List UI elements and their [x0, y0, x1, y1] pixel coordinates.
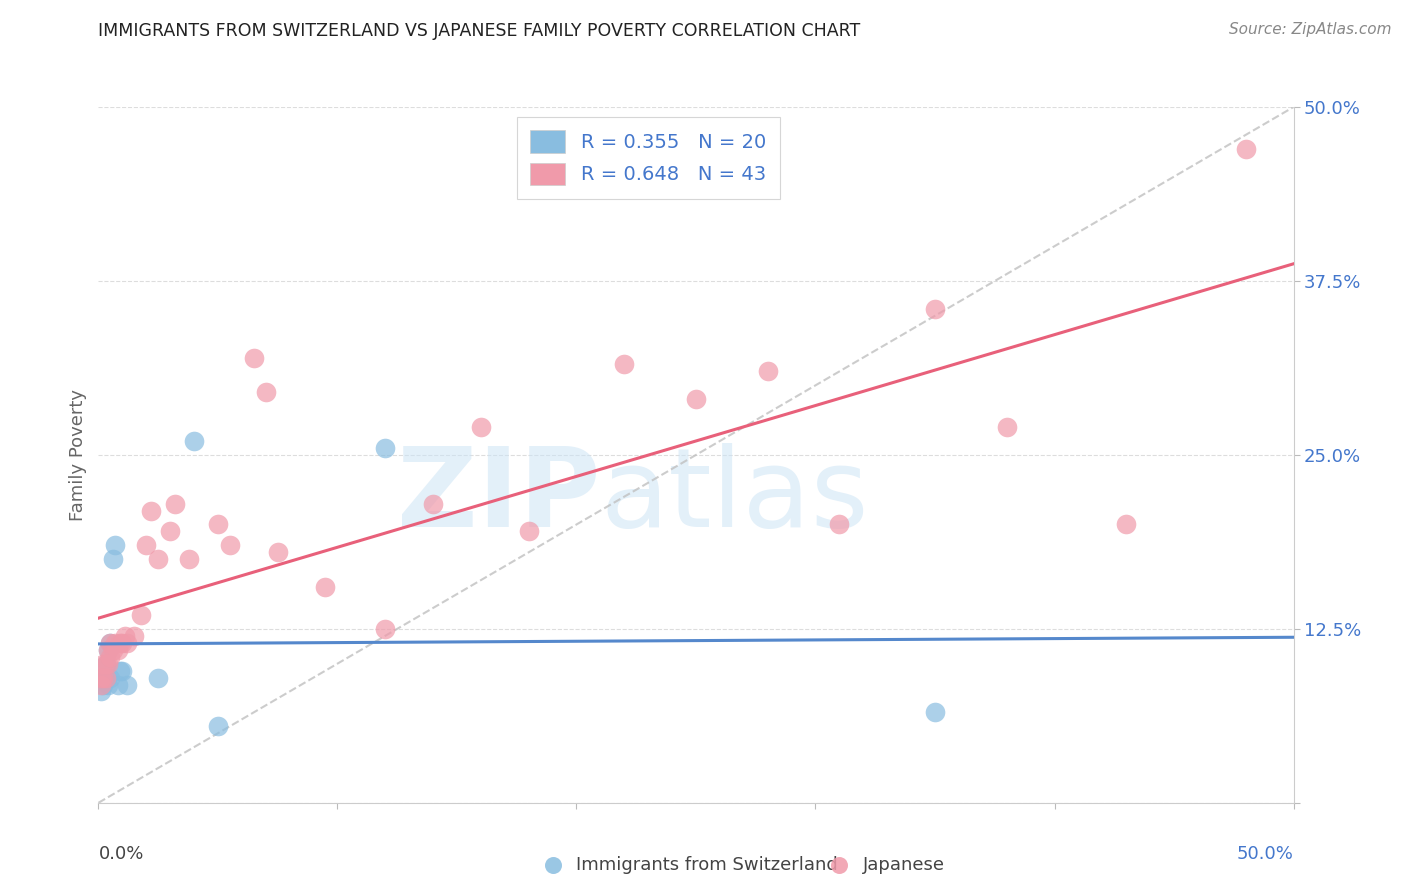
Point — [267, 545, 290, 559]
Point — [422, 497, 444, 511]
Point — [254, 385, 277, 400]
Point — [94, 671, 117, 685]
Point — [135, 538, 157, 552]
Text: 50.0%: 50.0% — [1237, 845, 1294, 863]
Point — [94, 657, 117, 671]
Point — [91, 677, 114, 691]
Point — [828, 517, 851, 532]
Y-axis label: Family Poverty: Family Poverty — [69, 389, 87, 521]
Text: atlas: atlas — [600, 443, 869, 550]
Point — [517, 524, 540, 539]
Point — [179, 552, 201, 566]
Point — [924, 706, 946, 720]
Point — [115, 677, 138, 691]
Point — [108, 664, 131, 678]
Point — [107, 677, 129, 691]
Point — [94, 671, 117, 685]
Point — [374, 622, 396, 636]
Text: Japanese: Japanese — [863, 856, 945, 874]
Point — [1234, 142, 1257, 156]
Point — [374, 441, 396, 455]
Point — [756, 364, 779, 378]
Point — [470, 420, 492, 434]
Point — [108, 636, 131, 650]
Point — [107, 642, 129, 657]
Point — [90, 677, 112, 691]
Point — [148, 552, 170, 566]
Point — [94, 657, 117, 671]
Point — [207, 719, 229, 733]
Point — [98, 649, 122, 664]
Point — [163, 497, 186, 511]
Point — [97, 642, 120, 657]
Point — [183, 434, 205, 448]
Text: IMMIGRANTS FROM SWITZERLAND VS JAPANESE FAMILY POVERTY CORRELATION CHART: IMMIGRANTS FROM SWITZERLAND VS JAPANESE … — [98, 22, 860, 40]
Point — [98, 671, 122, 685]
Point — [1115, 517, 1137, 532]
Point — [613, 358, 636, 372]
Point — [98, 636, 122, 650]
Point — [115, 636, 138, 650]
Legend: R = 0.355   N = 20, R = 0.648   N = 43: R = 0.355 N = 20, R = 0.648 N = 43 — [516, 117, 780, 199]
Point — [315, 580, 337, 594]
Point — [90, 684, 112, 698]
Point — [98, 636, 122, 650]
Text: 0.0%: 0.0% — [98, 845, 143, 863]
Point — [97, 642, 120, 657]
Point — [139, 503, 162, 517]
Point — [91, 671, 114, 685]
Point — [207, 517, 229, 532]
Point — [90, 671, 112, 685]
Point — [101, 642, 124, 657]
Point — [243, 351, 266, 365]
Point — [97, 657, 120, 671]
Point — [111, 664, 134, 678]
Point — [97, 677, 120, 691]
Point — [685, 392, 707, 407]
Point — [91, 671, 114, 685]
Point — [114, 629, 136, 643]
Text: Source: ZipAtlas.com: Source: ZipAtlas.com — [1229, 22, 1392, 37]
Point — [924, 301, 946, 316]
Point — [104, 636, 127, 650]
Point — [159, 524, 181, 539]
Point — [148, 671, 170, 685]
Point — [111, 636, 134, 650]
Point — [219, 538, 242, 552]
Point — [131, 607, 153, 622]
Point — [91, 657, 114, 671]
Text: Immigrants from Switzerland: Immigrants from Switzerland — [576, 856, 838, 874]
Point — [124, 629, 146, 643]
Point — [101, 552, 124, 566]
Point — [104, 538, 127, 552]
Text: ZIP: ZIP — [396, 443, 600, 550]
Point — [995, 420, 1018, 434]
